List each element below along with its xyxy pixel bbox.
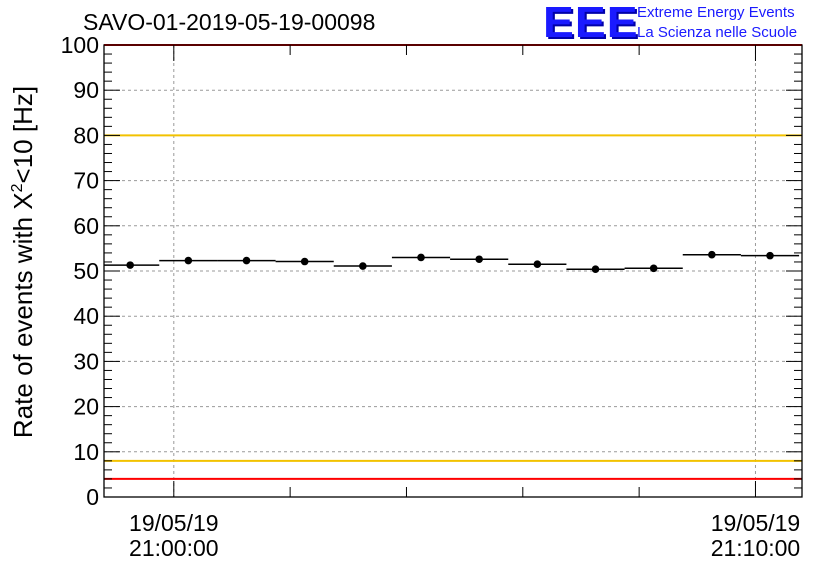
y-tick-label: 70 [73, 168, 99, 194]
x-tick-label-time: 21:10:00 [711, 535, 801, 561]
axis-labels: 010203040506070809010019/05/1921:00:0019… [61, 32, 801, 561]
plot-frame [103, 44, 803, 498]
grid-lines [104, 45, 802, 497]
data-point [126, 261, 134, 269]
y-tick-label: 20 [73, 394, 99, 420]
data-point [766, 251, 774, 260]
y-tick-label: 10 [73, 439, 99, 465]
logo-line-1: Extreme Energy Events [637, 4, 795, 21]
data-points [104, 250, 800, 273]
chart-title: SAVO-01-2019-05-19-00098 [83, 9, 376, 35]
data-point [708, 250, 716, 259]
y-tick-label: 100 [61, 32, 99, 58]
eee-logo: EEE Extreme Energy Events La Scienza nel… [543, 0, 833, 47]
reference-lines [104, 44, 802, 480]
y-tick-label: 50 [73, 258, 99, 284]
data-point [359, 262, 367, 270]
x-tick-label-date: 19/05/19 [711, 510, 801, 536]
x-tick-label-time: 21:00:00 [129, 535, 219, 561]
y-tick-label: 90 [73, 77, 99, 103]
y-tick-label: 80 [73, 122, 99, 148]
y-axis-title: Rate of events with X2<10 [Hz] [8, 86, 38, 438]
data-point [591, 265, 600, 273]
y-tick-label: 40 [73, 303, 99, 329]
data-point [475, 255, 483, 264]
data-point [417, 253, 425, 262]
logo-line-2: La Scienza nelle Scuole [637, 24, 798, 41]
data-point [184, 256, 193, 265]
logo-mark: EEE [543, 0, 639, 47]
data-point [242, 256, 251, 265]
data-point [649, 264, 658, 273]
y-tick-label: 0 [86, 484, 99, 510]
y-tick-label: 60 [73, 213, 99, 239]
data-point [300, 257, 309, 266]
data-point [533, 260, 542, 269]
x-tick-label-date: 19/05/19 [129, 510, 219, 536]
y-tick-label: 30 [73, 348, 99, 374]
